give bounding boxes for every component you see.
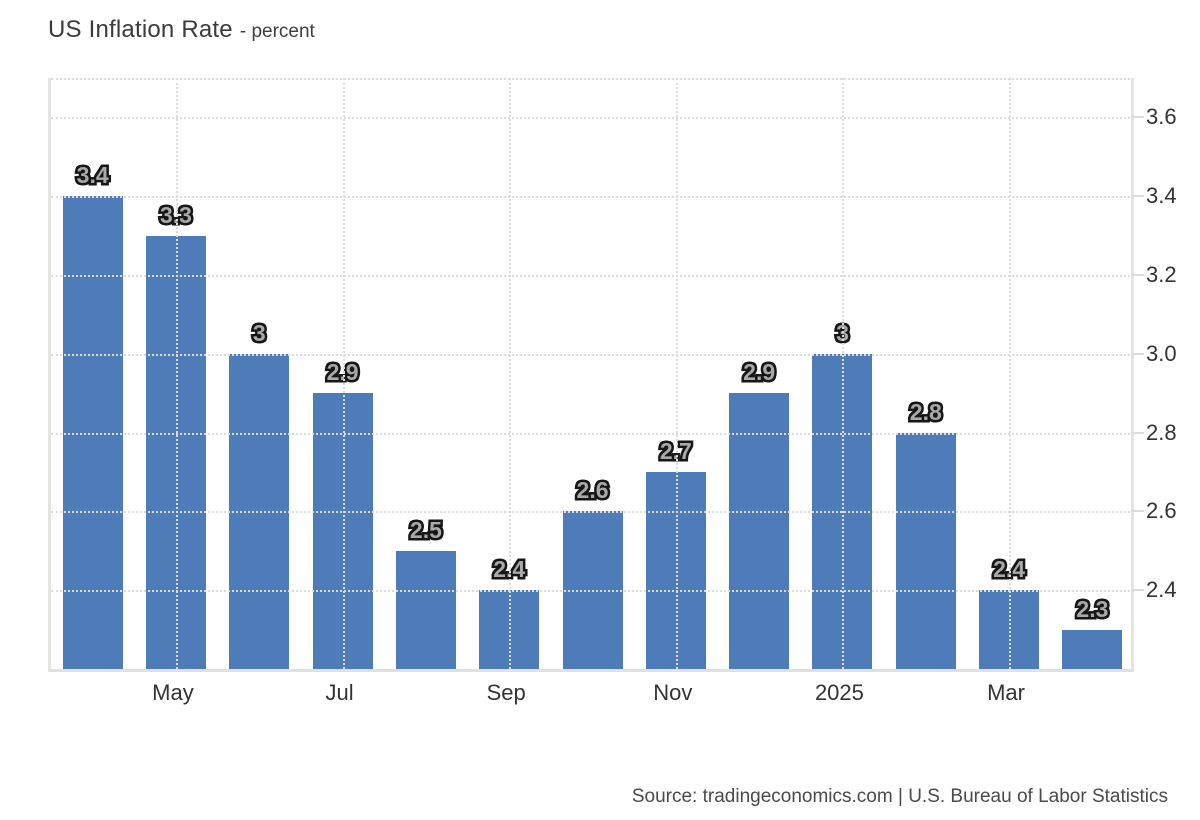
bar-10[interactable] xyxy=(895,432,956,669)
gridline-horizontal xyxy=(51,78,1134,80)
bar-slot: 2.6 xyxy=(551,78,634,669)
gridline-horizontal xyxy=(51,511,1134,514)
gridline-vertical xyxy=(675,78,678,669)
gridline-vertical xyxy=(342,78,345,669)
y-axis-tick xyxy=(1131,352,1144,355)
y-axis-label-3.2: 3.2 xyxy=(1146,262,1177,287)
bar-value-label: 2.8 xyxy=(910,400,942,424)
y-axis-label-2.6: 2.6 xyxy=(1146,498,1177,524)
gridline-vertical xyxy=(842,78,845,669)
bar-slot: 2.9 xyxy=(718,78,801,669)
gridline-horizontal xyxy=(51,196,1134,199)
source-line: Source: tradingeconomics.com | U.S. Bure… xyxy=(631,786,1168,807)
bar-slot: 3.4 xyxy=(51,78,134,669)
gridline-vertical xyxy=(1009,78,1012,669)
y-axis-label-2.4: 2.4 xyxy=(1146,577,1177,603)
gridline-horizontal xyxy=(51,117,1134,120)
y-axis-label-2.8: 2.8 xyxy=(1146,419,1177,445)
gridline-vertical xyxy=(175,78,178,669)
x-axis-label-Jul: Jul xyxy=(325,680,354,705)
chart-title-text: US Inflation Rate xyxy=(48,16,233,43)
chart-title: US Inflation Rate - percent xyxy=(48,16,315,44)
bar-value-label: 2.6 xyxy=(577,479,609,503)
bar-series: 3.43.332.92.52.42.62.72.932.82.42.3 xyxy=(51,78,1134,669)
y-axis-tick xyxy=(1131,510,1144,513)
x-axis-label-Sep: Sep xyxy=(486,680,526,705)
bar-slot: 3 xyxy=(218,78,301,669)
gridline-horizontal xyxy=(51,353,1134,356)
y-axis-line xyxy=(1131,78,1134,672)
gridline-vertical xyxy=(509,78,512,669)
bar-value-label: 3.4 xyxy=(77,164,109,188)
y-axis-label-3.6: 3.6 xyxy=(1146,104,1177,130)
y-axis-tick xyxy=(1131,116,1144,119)
bar-slot: 2.5 xyxy=(384,78,467,669)
x-axis-label-May: May xyxy=(152,680,194,705)
bar-8[interactable] xyxy=(729,393,790,669)
y-axis-label-3.0: 3.0 xyxy=(1146,340,1177,366)
y-axis-tick xyxy=(1131,274,1144,276)
bar-12[interactable] xyxy=(1062,629,1123,669)
y-axis-label-3.4: 3.4 xyxy=(1146,183,1177,209)
bar-value-label: 2.9 xyxy=(743,361,775,385)
bar-value-label: 2.5 xyxy=(410,518,442,542)
bar-value-label: 3 xyxy=(253,321,266,345)
y-axis-tick xyxy=(1131,431,1144,434)
bar-4[interactable] xyxy=(395,550,456,669)
bar-value-label: 2.3 xyxy=(1076,597,1108,621)
y-axis-tick xyxy=(1131,589,1144,592)
bar-slot: 2.8 xyxy=(884,78,967,669)
y-axis-tick xyxy=(1131,195,1144,198)
gridline-horizontal xyxy=(51,432,1134,435)
bar-slot: 2.3 xyxy=(1051,78,1134,669)
x-axis-label-Mar: Mar xyxy=(987,680,1025,705)
gridline-horizontal xyxy=(51,275,1134,277)
x-axis-label-Nov: Nov xyxy=(653,680,693,705)
plot-area: 3.43.332.92.52.42.62.72.932.82.42.3 xyxy=(48,78,1134,672)
chart-subtitle-text: - percent xyxy=(239,21,315,42)
x-axis-label-2025: 2025 xyxy=(814,680,864,705)
gridline-horizontal xyxy=(51,590,1134,593)
